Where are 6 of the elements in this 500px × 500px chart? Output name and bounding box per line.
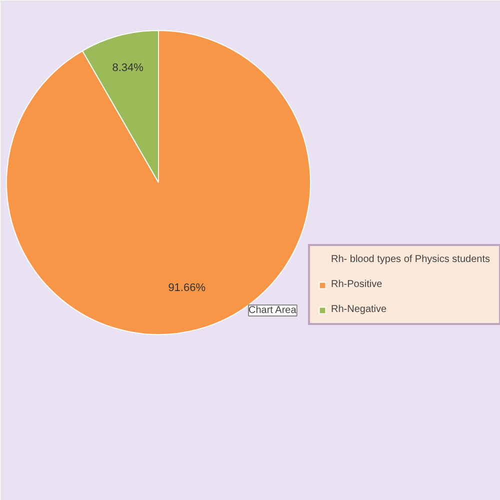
data-label: 8.34% bbox=[112, 62, 144, 74]
data-label: 91.66% bbox=[168, 282, 206, 294]
legend-label: Rh-Negative bbox=[331, 304, 388, 315]
text: Chart Area bbox=[248, 305, 297, 316]
category-label: Rh- blood types of Physics students bbox=[331, 254, 490, 265]
legend-label: Rh-Positive bbox=[331, 279, 384, 290]
